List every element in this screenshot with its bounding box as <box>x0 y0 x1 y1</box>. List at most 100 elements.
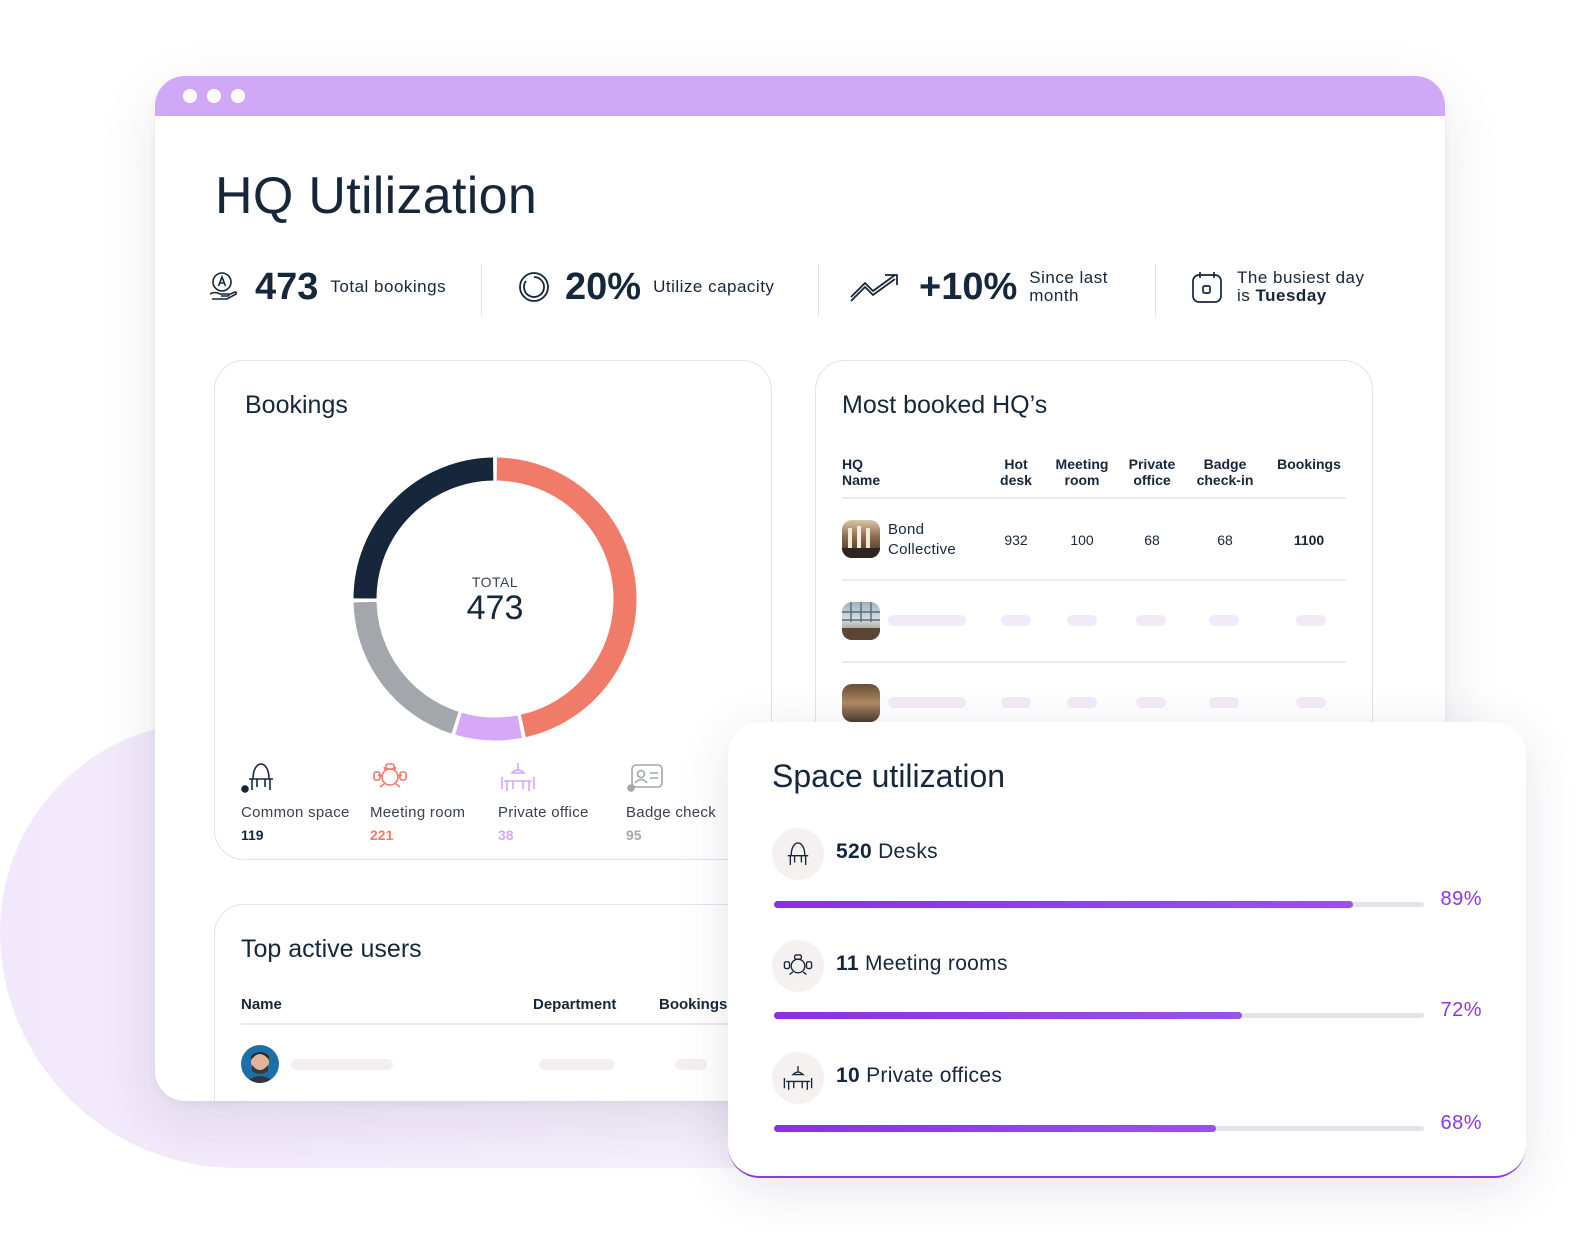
desk-chair-icon <box>241 763 273 793</box>
placeholder-bar <box>888 615 966 626</box>
placeholder-bar <box>1136 615 1166 626</box>
progress-track <box>774 1125 1424 1132</box>
column-header-line: desk <box>1000 472 1032 488</box>
column-header-hq-name[interactable]: HQ Name <box>842 456 880 488</box>
stat-value: 20% <box>565 265 642 308</box>
column-header-private-office[interactable]: Private office <box>1122 456 1182 488</box>
stat-label-line: month <box>1029 286 1079 305</box>
cell-hot-desk: 932 <box>1004 532 1028 548</box>
window-dot[interactable] <box>183 89 197 103</box>
column-header-bookings[interactable]: Bookings <box>1277 456 1341 472</box>
column-header-meeting-room[interactable]: Meeting room <box>1050 456 1114 488</box>
donut-total-value: 473 <box>466 589 524 627</box>
private-office-icon <box>501 763 535 791</box>
column-header-department[interactable]: Department <box>533 996 617 1013</box>
placeholder-bar <box>1001 697 1031 708</box>
column-header-line: Badge <box>1203 456 1247 472</box>
hq-name[interactable]: Bond Collective <box>888 520 956 560</box>
column-header-hot-desk[interactable]: Hot desk <box>988 456 1044 488</box>
progress-fill <box>774 1125 1216 1132</box>
stat-label: Utilize capacity <box>653 277 775 296</box>
hq-thumbnail <box>842 602 880 640</box>
progress-percent: 72% <box>1440 999 1482 1021</box>
bookings-card: Bookings TOTAL 473 Common space 119 Meet… <box>214 360 772 860</box>
legend-private-office: Private office 38 <box>498 761 628 843</box>
column-header-line: room <box>1064 472 1100 488</box>
column-header-line: Meeting <box>1055 456 1109 472</box>
donut-segment-meeting-room[interactable] <box>496 457 637 738</box>
legend-value: 95 <box>626 827 642 843</box>
progress-track <box>774 901 1424 908</box>
bookings-donut-chart <box>353 457 637 741</box>
cell-private-office: 68 <box>1144 532 1160 548</box>
donut-segment-badge-check[interactable] <box>353 601 459 734</box>
legend-label: Meeting room <box>370 804 466 821</box>
hq-thumbnail <box>842 684 880 722</box>
placeholder-bar <box>1296 697 1326 708</box>
donut-segment-common-space[interactable] <box>353 457 494 599</box>
badge-icon <box>627 764 663 792</box>
trend-up-icon <box>850 274 898 302</box>
cell-bookings: 1100 <box>1293 532 1325 548</box>
space-label: 10 Private offices <box>836 1064 1002 1088</box>
busiest-day-value: Tuesday <box>1255 286 1327 305</box>
divider <box>1155 264 1156 316</box>
column-header-name[interactable]: Name <box>241 996 282 1013</box>
placeholder-bar <box>1136 697 1166 708</box>
space-utilization-card: Space utilization 520 Desks 89% 11 Meeti… <box>728 722 1526 1178</box>
stat-label-prefix: is <box>1237 286 1251 305</box>
donut-segment-private-office[interactable] <box>455 712 522 741</box>
calendar-icon <box>1192 272 1222 303</box>
stat-label-line: The busiest day <box>1237 268 1365 287</box>
stat-value: 473 <box>255 265 319 308</box>
placeholder-bar <box>1209 615 1239 626</box>
top-users-title: Top active users <box>241 935 422 963</box>
window-titlebar <box>155 76 1445 116</box>
avatar[interactable] <box>241 1045 279 1083</box>
placeholder-bar <box>1209 697 1239 708</box>
legend-value: 38 <box>498 827 514 843</box>
space-icon <box>772 940 824 992</box>
user-avatar-icon <box>245 1052 275 1083</box>
legend-label: Private office <box>498 804 589 821</box>
column-header-line: office <box>1133 472 1171 488</box>
stat-label: The busiest day is Tuesday <box>1237 269 1365 305</box>
space-count: 10 <box>836 1064 860 1087</box>
cell-badge-checkin: 68 <box>1217 532 1233 548</box>
hq-name-line: Collective <box>888 541 957 558</box>
progress-fill <box>774 1012 1242 1019</box>
space-icon <box>772 1052 824 1104</box>
stat-label-line: Since last <box>1029 268 1108 287</box>
progress-percent: 89% <box>1440 888 1482 910</box>
legend-meeting-room: Meeting room 221 <box>370 761 500 843</box>
divider <box>481 264 482 316</box>
placeholder-bar <box>1067 615 1097 626</box>
legend-label: Common space <box>241 804 350 821</box>
window-dot[interactable] <box>207 89 221 103</box>
row-divider <box>842 579 1346 581</box>
placeholder-bar <box>675 1059 707 1070</box>
hq-name-line: Bond <box>888 521 925 538</box>
stat-total-bookings: 473 Total bookings <box>207 259 446 315</box>
divider <box>818 264 819 316</box>
cell-meeting-room: 100 <box>1070 532 1094 548</box>
column-header-line: Hot <box>1004 456 1028 472</box>
space-type: Meeting rooms <box>864 952 1008 975</box>
meeting-room-icon <box>373 763 407 788</box>
hand-logo-icon <box>209 272 238 300</box>
column-header-line: Name <box>842 472 881 488</box>
column-header-line: check-in <box>1196 472 1254 488</box>
legend-value: 119 <box>241 827 264 843</box>
progress-track <box>774 1012 1424 1019</box>
meeting-room-icon <box>783 954 813 976</box>
column-header-line: HQ <box>842 456 863 472</box>
legend-value: 221 <box>370 827 394 843</box>
window-dot[interactable] <box>231 89 245 103</box>
progress-percent: 68% <box>1440 1112 1482 1134</box>
column-header-badge-checkin[interactable]: Badge check-in <box>1188 456 1262 488</box>
column-header-bookings[interactable]: Bookings <box>659 996 728 1013</box>
placeholder-bar <box>1067 697 1097 708</box>
placeholder-bar <box>1001 615 1031 626</box>
stat-value: +10% <box>919 265 1018 308</box>
donut-total-label: TOTAL <box>471 574 519 590</box>
